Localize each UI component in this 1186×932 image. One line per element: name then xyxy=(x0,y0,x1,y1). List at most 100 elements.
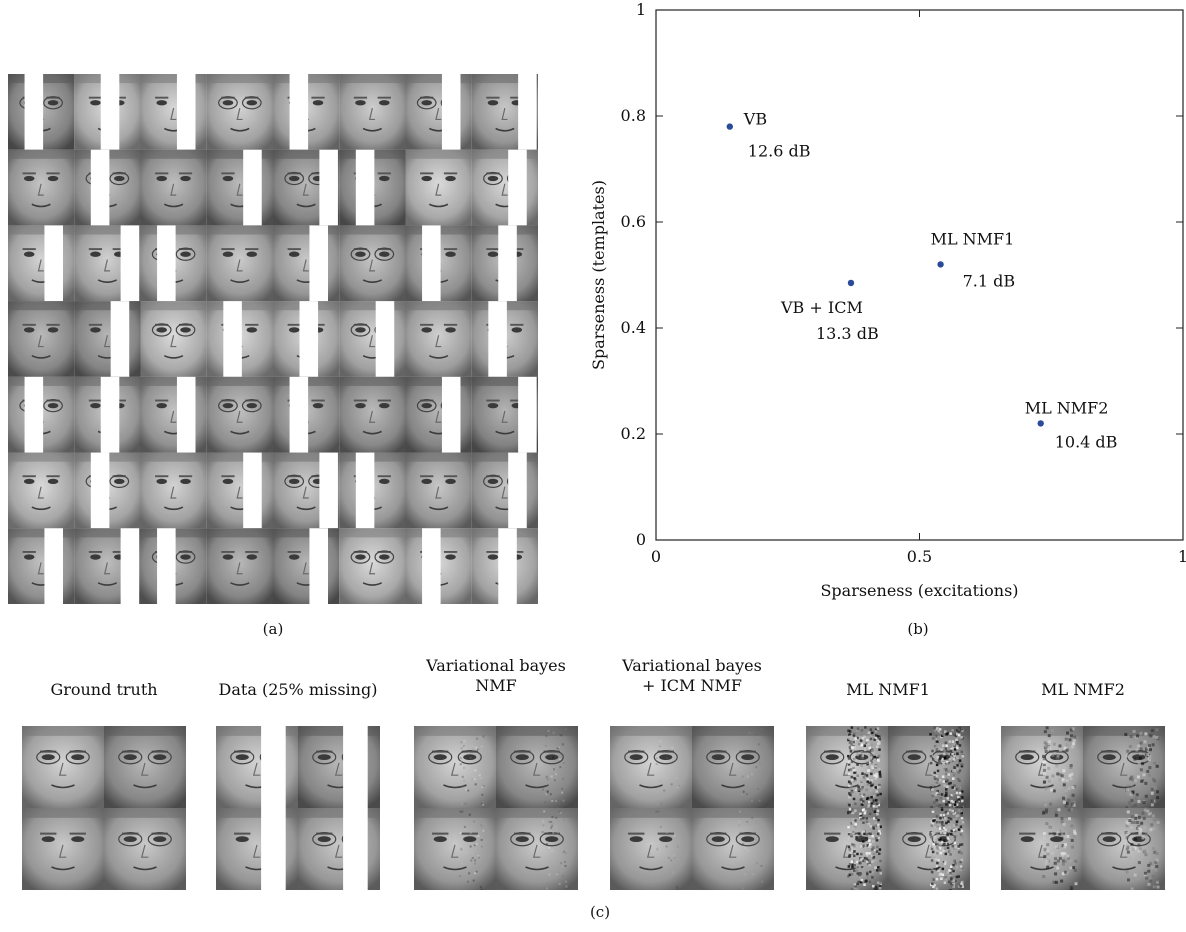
face-image xyxy=(273,528,340,604)
face-image xyxy=(206,528,273,604)
data-point xyxy=(937,261,944,268)
face-image xyxy=(140,452,207,529)
reconstruction-image-icm xyxy=(610,726,774,890)
face-image xyxy=(8,376,75,453)
panel-c-title: ML NMF1 xyxy=(786,680,990,700)
face-image xyxy=(206,452,273,529)
x-tick-label: 0 xyxy=(651,547,661,566)
face-image xyxy=(1083,808,1165,890)
face-image xyxy=(22,808,104,890)
data-point-label: VB xyxy=(743,110,767,129)
face-image xyxy=(8,528,75,604)
face-image xyxy=(140,225,207,302)
face-image xyxy=(405,376,472,453)
face-image xyxy=(888,726,970,811)
panel-c-title-line2: + ICM NMF xyxy=(641,676,742,695)
face-image xyxy=(206,74,273,150)
face-image xyxy=(339,452,406,529)
face-image xyxy=(1083,726,1165,811)
face-image xyxy=(339,74,406,150)
face-image xyxy=(405,528,472,604)
x-tick-label: 1 xyxy=(1178,547,1186,566)
face-image xyxy=(74,149,141,226)
face-image xyxy=(74,301,141,377)
face-image xyxy=(806,726,888,811)
face-image xyxy=(610,808,692,890)
face-image xyxy=(1001,808,1083,890)
face-image xyxy=(104,726,186,808)
face-image xyxy=(206,376,273,453)
reconstruction-image-ml1 xyxy=(806,726,970,890)
face-image xyxy=(405,149,472,226)
panel-c-title: ML NMF2 xyxy=(981,680,1185,700)
face-image xyxy=(273,74,340,150)
face-image xyxy=(140,301,207,377)
face-image xyxy=(8,301,75,377)
face-image xyxy=(414,808,496,890)
face-image xyxy=(74,452,141,529)
face-image xyxy=(692,726,774,810)
y-tick-label: 0.4 xyxy=(621,318,646,337)
face-image xyxy=(273,452,340,529)
face-image xyxy=(414,726,496,808)
face-image xyxy=(339,149,406,226)
face-image xyxy=(104,808,186,890)
face-image xyxy=(298,726,380,808)
data-point-sublabel: 13.3 dB xyxy=(816,324,879,343)
panel-c-title-line1: Variational bayes xyxy=(622,656,762,675)
face-image xyxy=(206,149,273,226)
face-image xyxy=(22,726,104,808)
plot-frame xyxy=(655,9,1184,541)
panel-a-label: (a) xyxy=(262,620,284,638)
panel-c-title: Variational bayes NMF xyxy=(394,656,598,696)
face-image xyxy=(471,452,538,529)
reconstruction-image-vb xyxy=(414,726,578,890)
face-image xyxy=(496,726,578,810)
face-image xyxy=(8,149,75,226)
face-image xyxy=(692,808,774,890)
panel-c-title-line1: ML NMF2 xyxy=(1041,680,1125,699)
face-image xyxy=(471,74,538,150)
face-image xyxy=(298,808,380,890)
face-image xyxy=(216,726,298,808)
face-image xyxy=(8,452,75,529)
face-image xyxy=(496,808,578,890)
face-image xyxy=(471,528,538,604)
y-tick-label: 0.2 xyxy=(621,424,646,443)
face-image xyxy=(140,149,207,226)
face-image xyxy=(339,225,406,302)
face-image xyxy=(610,726,692,808)
face-image xyxy=(273,225,340,302)
reconstruction-image-ml2 xyxy=(1001,726,1165,890)
data-point-label: VB + ICM xyxy=(780,298,863,317)
panel-c-title: Ground truth xyxy=(2,680,206,700)
face-image xyxy=(8,225,75,302)
face-image xyxy=(405,74,472,150)
face-image xyxy=(339,528,406,604)
y-tick-label: 0.8 xyxy=(621,106,646,125)
face-image xyxy=(1001,726,1083,811)
face-image xyxy=(405,452,472,529)
panel-c-title: Data (25% missing) xyxy=(196,680,400,700)
face-image xyxy=(273,149,340,226)
panel-c-title-line1: Ground truth xyxy=(50,680,158,699)
panel-c-title-line1: Data (25% missing) xyxy=(218,680,378,699)
data-point-sublabel: 12.6 dB xyxy=(748,142,811,161)
face-image xyxy=(8,74,75,150)
face-image xyxy=(888,808,970,890)
face-image xyxy=(206,301,273,377)
x-tick-label: 0.5 xyxy=(907,547,932,566)
y-tick-label: 1 xyxy=(636,0,646,19)
face-image xyxy=(405,301,472,377)
face-image xyxy=(273,301,340,377)
panel-c-title-line2: NMF xyxy=(475,676,517,695)
data-point-label: ML NMF2 xyxy=(1025,398,1109,417)
face-image xyxy=(471,301,538,377)
face-image xyxy=(405,225,472,302)
face-image xyxy=(339,376,406,453)
data-point xyxy=(1037,420,1044,427)
panel-c-title-line1: ML NMF1 xyxy=(846,680,930,699)
face-image xyxy=(471,149,538,226)
data-point-sublabel: 10.4 dB xyxy=(1055,432,1118,451)
face-image xyxy=(273,376,340,453)
